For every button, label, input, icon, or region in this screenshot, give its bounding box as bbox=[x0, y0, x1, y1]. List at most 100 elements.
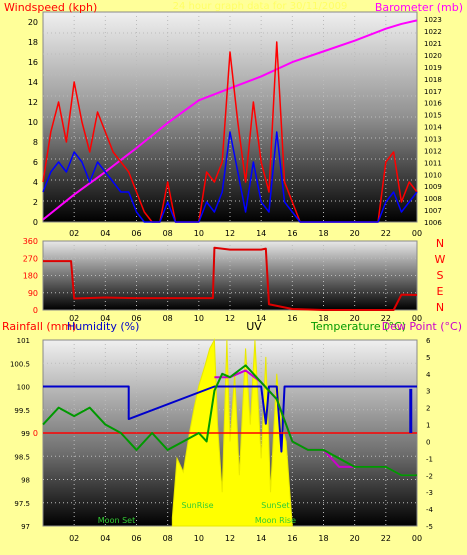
barometer-tick-label: 1016 bbox=[424, 100, 442, 108]
x-tick-label: 06 bbox=[131, 229, 141, 238]
x-tick-label: 00 bbox=[412, 314, 422, 323]
uv-axis-label: UV bbox=[246, 320, 262, 333]
temperature-tick-label: 0 bbox=[426, 438, 430, 446]
barometer-tick-label: 1021 bbox=[424, 40, 442, 48]
x-tick-label: 04 bbox=[100, 534, 110, 543]
humidity-tick-label: 101 bbox=[17, 337, 30, 345]
windspeed-tick-label: 6 bbox=[33, 158, 38, 167]
x-tick-label: 20 bbox=[350, 314, 360, 323]
windspeed-tick-label: 14 bbox=[28, 78, 38, 87]
compass-label: W bbox=[435, 253, 446, 266]
temperature-tick-label: -5 bbox=[426, 523, 433, 531]
temperature-tick-label: 6 bbox=[426, 337, 431, 345]
temperature-tick-label: -4 bbox=[426, 506, 434, 514]
compass-label: N bbox=[436, 237, 444, 250]
barometer-tick-label: 1006 bbox=[424, 219, 442, 227]
temperature-tick-label: 4 bbox=[426, 371, 431, 379]
barometer-tick-label: 1018 bbox=[424, 76, 442, 84]
x-tick-label: 14 bbox=[256, 314, 266, 323]
x-tick-label: 04 bbox=[100, 229, 110, 238]
x-tick-label: 18 bbox=[318, 314, 328, 323]
compass-label: E bbox=[437, 285, 444, 298]
x-tick-label: 00 bbox=[412, 534, 422, 543]
windspeed-tick-label: 8 bbox=[33, 138, 38, 147]
x-tick-label: 10 bbox=[194, 229, 204, 238]
barometer-tick-label: 1022 bbox=[424, 28, 442, 36]
windspeed-tick-label: 18 bbox=[28, 38, 38, 47]
barometer-tick-label: 1017 bbox=[424, 88, 442, 96]
average-wind-line bbox=[42, 131, 418, 223]
direction-tick-label: 180 bbox=[23, 272, 38, 281]
temperature-tick-label: -3 bbox=[426, 489, 433, 497]
x-tick-label: 12 bbox=[225, 534, 235, 543]
windspeed-tick-label: 12 bbox=[28, 98, 38, 107]
humidity-tick-label: 97.5 bbox=[14, 500, 30, 508]
direction-tick-label: 360 bbox=[23, 237, 38, 246]
humidity-tick-label: 97 bbox=[21, 523, 30, 531]
temperature-tick-label: 3 bbox=[426, 388, 430, 396]
humidity-axis-label: Humidity (%) bbox=[67, 320, 139, 333]
x-tick-label: 02 bbox=[69, 229, 79, 238]
x-tick-label: 02 bbox=[69, 314, 79, 323]
barometer-tick-label: 1019 bbox=[424, 64, 442, 72]
windspeed-tick-label: 10 bbox=[28, 118, 38, 127]
wind-direction-line bbox=[43, 246, 418, 311]
windspeed-tick-label: 4 bbox=[33, 178, 38, 187]
barometer-tick-label: 1015 bbox=[424, 112, 442, 120]
windspeed-tick-label: 16 bbox=[28, 58, 38, 67]
x-tick-label: 16 bbox=[287, 314, 297, 323]
barometer-axis-label: Barometer (mb) bbox=[375, 1, 463, 14]
astro-annotation: SunSet bbox=[261, 501, 289, 510]
barometer-tick-label: 1014 bbox=[424, 124, 442, 132]
x-tick-label: 10 bbox=[194, 314, 204, 323]
rainfall-axis-label: Rainfall (mm) bbox=[2, 320, 76, 333]
temperature-axis-label: Temperature (°C) bbox=[310, 320, 406, 333]
x-tick-label: 08 bbox=[163, 229, 173, 238]
x-tick-label: 22 bbox=[381, 534, 391, 543]
windspeed-tick-label: 20 bbox=[28, 18, 38, 27]
chart-subtitle: 24 hour graph data for 30/11/2009 bbox=[173, 1, 348, 12]
barometer-tick-label: 1007 bbox=[424, 207, 442, 215]
rainfall-tick-label: 0 bbox=[33, 429, 38, 438]
temperature-tick-label: 5 bbox=[426, 354, 430, 362]
temperature-line bbox=[42, 364, 417, 477]
x-tick-label: 14 bbox=[256, 229, 266, 238]
humidity-tick-label: 100 bbox=[17, 384, 30, 392]
barometer-tick-label: 1020 bbox=[424, 52, 442, 60]
humidity-tick-label: 99.5 bbox=[14, 407, 30, 415]
barometer-tick-label: 1011 bbox=[424, 159, 442, 167]
x-tick-label: 00 bbox=[412, 229, 422, 238]
x-tick-label: 04 bbox=[100, 314, 110, 323]
x-tick-label: 18 bbox=[318, 534, 328, 543]
humidity-line bbox=[43, 385, 417, 453]
humidity-tick-label: 98.5 bbox=[14, 453, 30, 461]
x-tick-label: 08 bbox=[163, 534, 173, 543]
barometer-tick-label: 1008 bbox=[424, 195, 442, 203]
humidity-tick-label: 100.5 bbox=[10, 360, 30, 368]
x-tick-label: 06 bbox=[131, 534, 141, 543]
x-tick-label: 02 bbox=[69, 534, 79, 543]
temperature-tick-label: -1 bbox=[426, 455, 433, 463]
windspeed-tick-label: 2 bbox=[33, 198, 38, 207]
x-tick-label: 06 bbox=[131, 314, 141, 323]
astro-annotation: Moon Rise bbox=[255, 516, 296, 525]
windspeed-axis-label: Windspeed (kph) bbox=[4, 1, 97, 14]
x-tick-label: 22 bbox=[381, 229, 391, 238]
x-tick-label: 20 bbox=[350, 229, 360, 238]
x-tick-label: 16 bbox=[287, 534, 297, 543]
windspeed-tick-label: 0 bbox=[33, 218, 38, 227]
barometer-tick-label: 1023 bbox=[424, 16, 442, 24]
temperature-tick-label: 2 bbox=[426, 405, 430, 413]
x-tick-label: 14 bbox=[256, 534, 266, 543]
barometer-tick-label: 1009 bbox=[424, 183, 442, 191]
x-tick-label: 12 bbox=[225, 229, 235, 238]
x-tick-label: 12 bbox=[225, 314, 235, 323]
x-tick-label: 22 bbox=[381, 314, 391, 323]
direction-tick-label: 0 bbox=[33, 306, 38, 315]
barometer-line bbox=[42, 19, 418, 221]
x-tick-label: 16 bbox=[287, 229, 297, 238]
x-tick-label: 20 bbox=[350, 534, 360, 543]
temperature-tick-label: 1 bbox=[426, 422, 430, 430]
x-tick-label: 18 bbox=[318, 229, 328, 238]
